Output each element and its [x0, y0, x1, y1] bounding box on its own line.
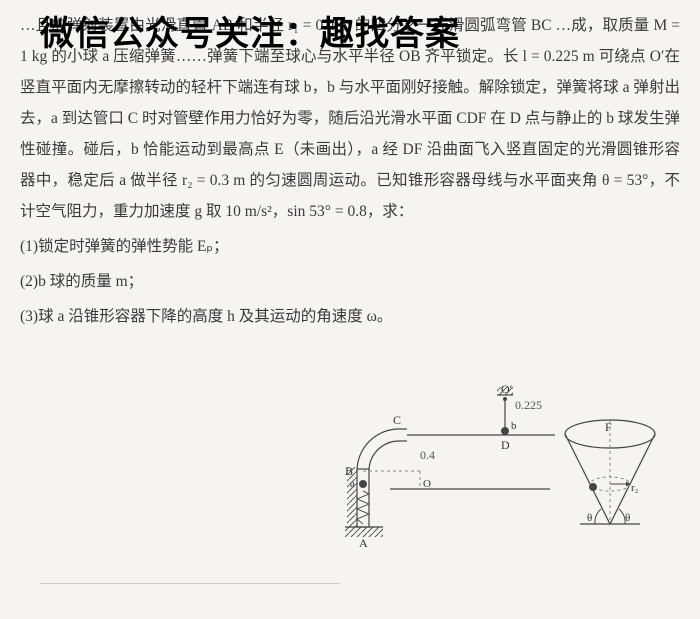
label-O: O [423, 478, 431, 490]
label-C: C [393, 413, 401, 427]
annotation-rod-len: 0.225 [515, 398, 542, 412]
annotation-r1: 0.4 [420, 448, 435, 462]
problem-paragraph: …且的弹射装置由光滑直管 AB 和半径 r₁ = 0.4 m 的四分之一光滑圆弧… [20, 10, 680, 227]
label-A: A [359, 536, 368, 550]
label-b: b [511, 420, 517, 432]
footer-divider [40, 583, 340, 584]
label-theta-l: θ [587, 512, 592, 524]
label-r2: r₂ [631, 482, 639, 494]
question-1: (1)锁定时弹簧的弹性势能 Eₚ； [20, 231, 680, 262]
question-3: (3)球 a 沿锥形容器下降的高度 h 及其运动的角速度 ω。 [20, 301, 680, 332]
label-theta-r: θ [625, 512, 630, 524]
label-F: F [605, 420, 612, 434]
physics-diagram: a A B C O O′ b D F r₂ θ [325, 359, 675, 559]
question-list: (1)锁定时弹簧的弹性势能 Eₚ； (2)b 球的质量 m； (3)球 a 沿锥… [20, 231, 680, 332]
question-2: (2)b 球的质量 m； [20, 266, 680, 297]
label-D: D [501, 438, 510, 452]
